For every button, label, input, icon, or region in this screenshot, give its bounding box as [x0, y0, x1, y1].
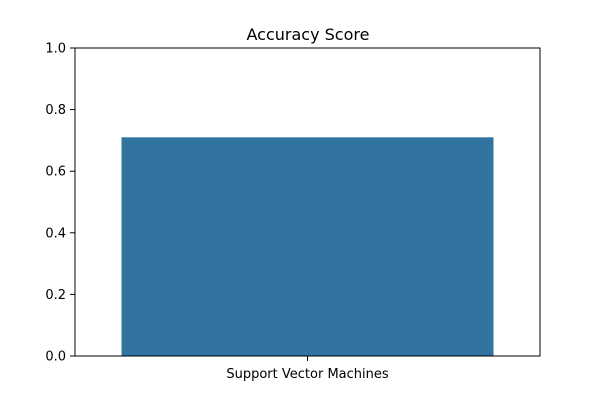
y-axis: 0.0 0.2 0.4 0.6 0.8 1.0: [45, 42, 75, 365]
y-tick-label: 0.0: [45, 350, 66, 365]
chart-title: Accuracy Score: [247, 25, 370, 44]
y-tick-label: 1.0: [45, 42, 66, 57]
bars-layer: [121, 137, 494, 356]
x-tick-label: Support Vector Machines: [226, 367, 388, 382]
y-tick-label: 0.8: [45, 103, 66, 118]
y-tick-label: 0.6: [45, 165, 66, 180]
y-tick-label: 0.4: [45, 226, 66, 241]
x-axis: Support Vector Machines: [226, 356, 389, 382]
y-tick-label: 0.2: [45, 288, 66, 303]
bar-support-vector-machines: [121, 137, 494, 356]
